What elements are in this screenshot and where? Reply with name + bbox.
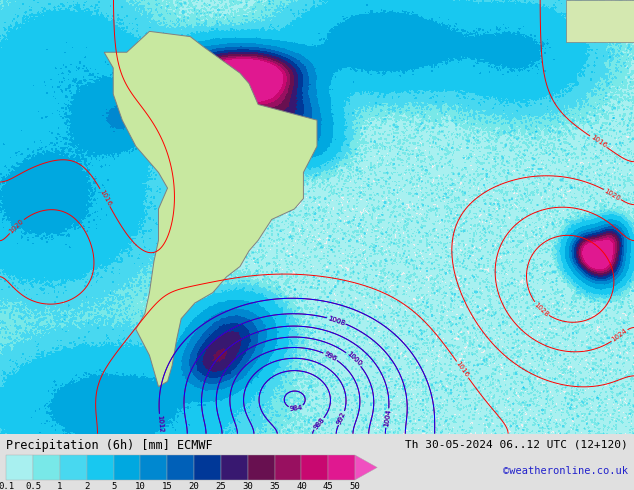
Text: 1008: 1008 (327, 315, 346, 326)
Text: 35: 35 (269, 482, 280, 490)
Bar (301, 455, 328, 480)
Text: 40: 40 (296, 482, 307, 490)
Bar (6, 455, 33, 480)
Text: 1024: 1024 (611, 328, 628, 343)
Text: 1012: 1012 (157, 415, 164, 433)
Text: 988: 988 (312, 416, 325, 431)
Text: 0.5: 0.5 (25, 482, 41, 490)
Text: 996: 996 (323, 350, 338, 362)
Bar (194, 455, 221, 480)
Bar (113, 455, 141, 480)
Text: 5: 5 (111, 482, 116, 490)
Text: 1020: 1020 (8, 218, 25, 235)
Text: Th 30-05-2024 06..12 UTC (12+120): Th 30-05-2024 06..12 UTC (12+120) (405, 439, 628, 449)
Text: 988: 988 (312, 416, 325, 431)
Bar (328, 455, 355, 480)
Text: 15: 15 (162, 482, 172, 490)
Text: 25: 25 (216, 482, 226, 490)
Text: 992: 992 (337, 411, 347, 425)
Text: ©weatheronline.co.uk: ©weatheronline.co.uk (503, 466, 628, 476)
Text: Precipitation (6h) [mm] ECMWF: Precipitation (6h) [mm] ECMWF (6, 439, 213, 452)
Text: 0.1: 0.1 (0, 482, 15, 490)
Bar (87, 455, 113, 480)
Text: 50: 50 (350, 482, 360, 490)
Bar (141, 455, 167, 480)
Bar (248, 455, 275, 480)
Text: 1000: 1000 (346, 351, 363, 368)
Bar (60, 455, 87, 480)
Bar (167, 455, 194, 480)
PathPatch shape (104, 31, 317, 387)
Text: 1016: 1016 (589, 134, 607, 149)
Text: 30: 30 (242, 482, 253, 490)
Polygon shape (355, 455, 377, 480)
Text: 1: 1 (57, 482, 63, 490)
Text: 996: 996 (323, 350, 338, 362)
Text: 1008: 1008 (327, 315, 346, 326)
Text: 1020: 1020 (603, 187, 621, 201)
Text: 1016: 1016 (98, 188, 112, 207)
Text: 984: 984 (289, 405, 303, 412)
Text: 45: 45 (323, 482, 333, 490)
Bar (33, 455, 60, 480)
Bar (221, 455, 248, 480)
Text: 2: 2 (84, 482, 89, 490)
Text: 20: 20 (189, 482, 200, 490)
Text: 992: 992 (337, 411, 347, 425)
Text: 10: 10 (135, 482, 146, 490)
PathPatch shape (566, 0, 634, 42)
Text: 1000: 1000 (346, 351, 363, 368)
Text: 1012: 1012 (157, 415, 164, 433)
Bar (275, 455, 301, 480)
Text: 1016: 1016 (455, 361, 470, 379)
Text: 1028: 1028 (533, 301, 550, 318)
Text: 1004: 1004 (383, 409, 392, 427)
Text: 1004: 1004 (383, 409, 392, 427)
Text: 984: 984 (289, 405, 303, 412)
